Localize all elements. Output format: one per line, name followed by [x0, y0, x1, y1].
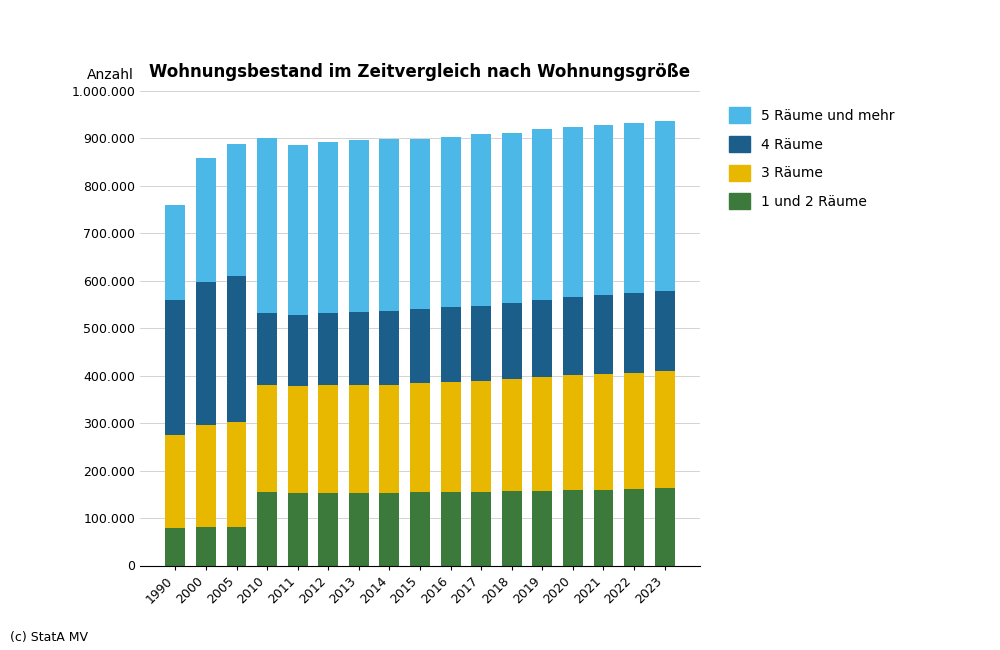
Bar: [410, 309, 430, 383]
Bar: [655, 488, 675, 566]
Bar: [563, 127, 583, 297]
Bar: [441, 492, 461, 566]
Bar: [441, 382, 461, 492]
Bar: [379, 139, 399, 311]
Bar: [471, 381, 491, 492]
Bar: [196, 526, 216, 566]
Bar: [655, 122, 675, 291]
Bar: [441, 307, 461, 382]
Bar: [257, 138, 277, 313]
Bar: [349, 493, 369, 566]
Bar: [318, 493, 338, 566]
Bar: [624, 373, 644, 489]
Bar: [471, 134, 491, 306]
Text: Grafische Darstellung: Grafische Darstellung: [12, 17, 268, 37]
Bar: [594, 295, 613, 374]
Text: (c) StatA MV: (c) StatA MV: [10, 630, 88, 644]
Bar: [227, 422, 246, 526]
Bar: [502, 491, 522, 566]
Bar: [594, 489, 613, 566]
Bar: [165, 435, 185, 528]
Bar: [441, 136, 461, 307]
Legend: 5 Räume und mehr, 4 Räume, 3 Räume, 1 und 2 Räume: 5 Räume und mehr, 4 Räume, 3 Räume, 1 un…: [729, 107, 895, 209]
Text: Anzahl: Anzahl: [87, 68, 134, 81]
Bar: [196, 159, 216, 282]
Bar: [563, 490, 583, 566]
Bar: [502, 303, 522, 378]
Bar: [227, 526, 246, 566]
Bar: [318, 385, 338, 493]
Bar: [379, 385, 399, 493]
Bar: [410, 383, 430, 492]
Bar: [379, 311, 399, 385]
Bar: [624, 124, 644, 292]
Bar: [471, 492, 491, 566]
Bar: [196, 282, 216, 424]
Bar: [379, 493, 399, 566]
Bar: [196, 424, 216, 526]
Bar: [165, 205, 185, 300]
Bar: [318, 142, 338, 313]
Bar: [227, 276, 246, 422]
Bar: [410, 492, 430, 566]
Bar: [624, 292, 644, 373]
Bar: [655, 291, 675, 371]
Bar: [288, 386, 308, 493]
Bar: [349, 385, 369, 493]
Bar: [532, 300, 552, 376]
Bar: [624, 489, 644, 566]
Bar: [532, 491, 552, 566]
Bar: [655, 371, 675, 488]
Bar: [165, 528, 185, 566]
Bar: [471, 306, 491, 381]
Bar: [257, 385, 277, 492]
Bar: [318, 313, 338, 385]
Bar: [532, 376, 552, 491]
Title: Wohnungsbestand im Zeitvergleich nach Wohnungsgröße: Wohnungsbestand im Zeitvergleich nach Wo…: [149, 63, 691, 81]
Bar: [288, 315, 308, 386]
Bar: [594, 125, 613, 295]
Bar: [563, 375, 583, 490]
Bar: [410, 139, 430, 309]
Bar: [288, 145, 308, 315]
Bar: [227, 144, 246, 276]
Bar: [288, 493, 308, 566]
Bar: [257, 313, 277, 385]
Bar: [563, 297, 583, 375]
Bar: [502, 378, 522, 491]
Bar: [349, 140, 369, 312]
Bar: [594, 374, 613, 489]
Bar: [532, 129, 552, 300]
Bar: [165, 300, 185, 435]
Bar: [349, 312, 369, 385]
Bar: [257, 492, 277, 566]
Bar: [502, 133, 522, 303]
